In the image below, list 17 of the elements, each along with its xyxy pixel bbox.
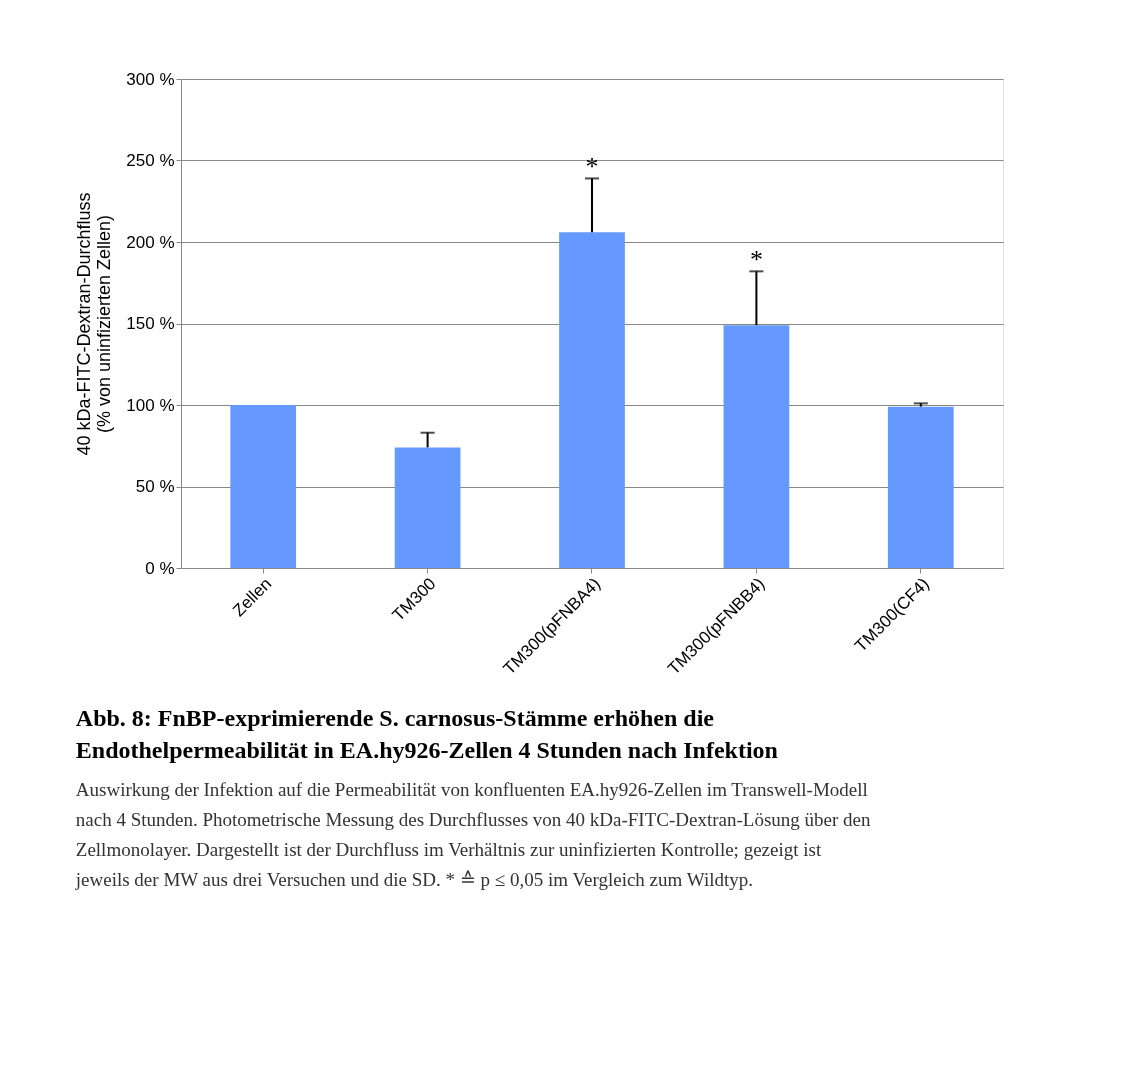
bar <box>723 325 790 568</box>
y-tick-label: 50 % <box>135 477 175 496</box>
y-tick-label: 0 % <box>145 558 175 578</box>
y-axis-title: 40 kDa-FITC-Dextran-Durchfluss (% von uninfizierten Zellen) <box>74 192 115 456</box>
text: Abb. 8: FnBP-exprimierende S. carnosus-Stämme erhöhen die Endothelpermeabilität in EA.hy926-Zellen 4 Stunden nach Infektion <box>75 705 778 764</box>
bar <box>559 232 625 568</box>
y-tick-label: 300 % <box>126 69 175 89</box>
y-tick-label: 200 % <box>126 232 175 252</box>
bar <box>887 406 954 568</box>
data-label: * <box>749 245 763 275</box>
y-tick-label: 150 % <box>126 314 175 333</box>
y-tick-label: 250 % <box>126 151 175 170</box>
bar <box>394 447 461 568</box>
data-label: * <box>585 152 599 182</box>
text: Auswirkung der Infektion auf die Permeabilität von konfluenten EA.hy926-Zellen im Transwell-Modell nach 4 Stunden. Photometrische Messung des Durchflusses von 40 kDa-FITC-Dextran-Lösung über den Zellmonolayer. Dargestellt ist der Durchfluss im Verhältnis zur uninfizierten Kontrolle; gezeigt ist jeweils der MW aus drei Versuchen und die SD. * ≙ p ≤ 0,05 im Vergleich zum Wildtyp. <box>74 779 871 891</box>
y-tick-label: 100 % <box>126 395 175 415</box>
bar <box>230 405 297 568</box>
